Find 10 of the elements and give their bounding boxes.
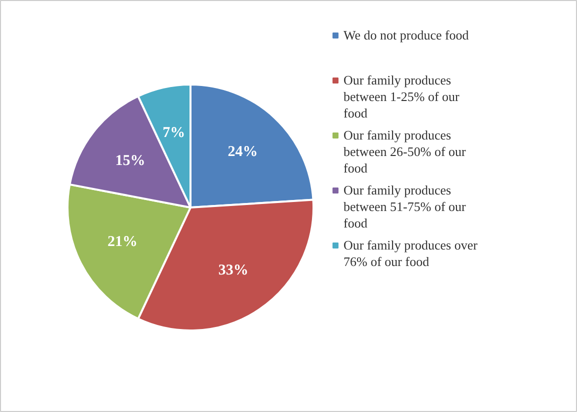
data-label: 33% <box>218 262 248 279</box>
data-label: 15% <box>115 152 146 169</box>
legend-label: Our family produces over 76% of our food <box>344 238 478 269</box>
data-label: 21% <box>108 234 138 250</box>
legend-label: Our family produces between 51-75% of our food <box>344 182 467 230</box>
legend-label: We do not produce food <box>344 28 470 42</box>
legend-label: Our family produces between 26-50% of our food <box>344 128 467 176</box>
legend-label: Our family produces between 1-25% of our food <box>344 72 460 120</box>
data-label: 24% <box>228 144 258 160</box>
data-label: 7% <box>162 125 186 142</box>
